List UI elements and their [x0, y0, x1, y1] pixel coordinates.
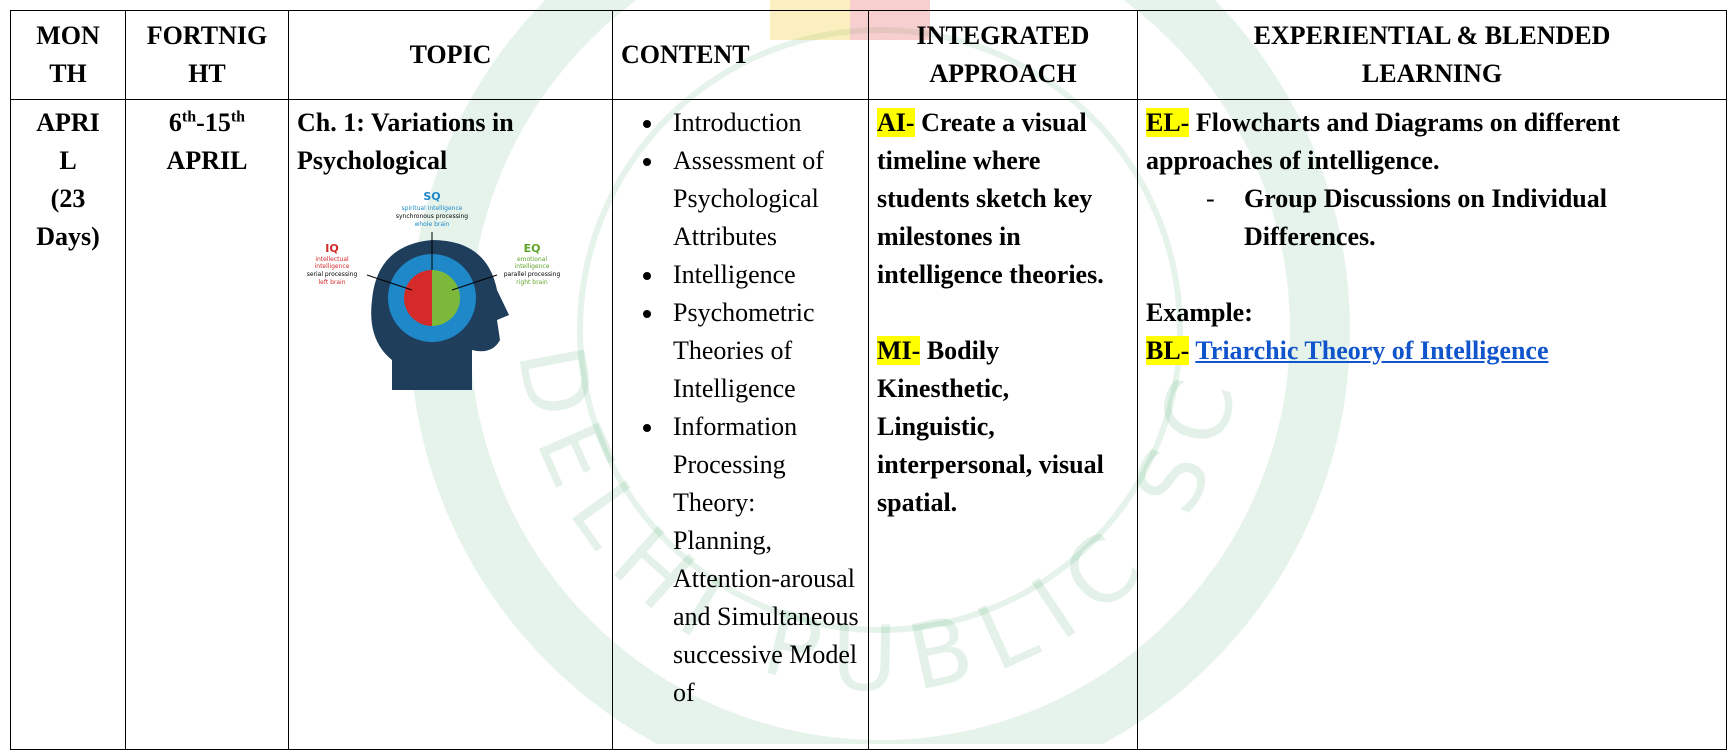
content-cell: IntroductionAssessment of Psychological …: [612, 99, 869, 750]
paragraph: EL- Flowcharts and Diagrams on different…: [1146, 104, 1718, 180]
topic-image: SQ spiritual intelligence synchronous pr…: [307, 190, 561, 390]
text: spiritual intelligence: [402, 205, 463, 212]
ai-tag: AI-: [877, 108, 915, 137]
el-tag: EL-: [1146, 108, 1190, 137]
text: emotional: [517, 256, 547, 263]
text: APRI: [36, 108, 100, 137]
paragraph: BL- Triarchic Theory of Intelligence: [1146, 332, 1718, 370]
example-label: Example:: [1146, 298, 1253, 327]
iq-half: [404, 270, 432, 326]
eq-half: [432, 270, 460, 326]
integrated-cell: AI- Create a visual timeline where stude…: [868, 99, 1138, 750]
text: serial processing: [307, 271, 358, 278]
text: Bodily Kinesthetic, Linguistic, interper…: [877, 336, 1104, 517]
text: intelligence: [515, 263, 550, 270]
header-content: CONTENT: [612, 10, 869, 100]
content-item: Information Processing Theory: Planning,…: [665, 408, 860, 712]
text: Flowcharts and Diagrams on different app…: [1146, 108, 1621, 175]
topic-title: Ch. 1: Variations in Psychological: [297, 108, 514, 175]
text: INTEGRATED: [916, 21, 1090, 50]
header-row: MON TH FORTNIG HT TOPIC CONTENT INTEGRATED…: [10, 10, 1727, 100]
experiential-cell: EL- Flowcharts and Diagrams on different…: [1137, 99, 1727, 750]
bl-tag: BL-: [1146, 336, 1190, 365]
text: TH: [49, 59, 87, 88]
text: Create a visual timeline where students …: [877, 108, 1104, 289]
text: LEARNING: [1361, 59, 1503, 88]
list-item: Group Discussions on Individual Differen…: [1236, 180, 1718, 256]
text: APPROACH: [929, 59, 1077, 88]
fortnight-cell: 6th-15th APRIL: [125, 99, 289, 750]
header-month: MON TH: [10, 10, 126, 100]
text: 6: [168, 108, 182, 137]
text: (23: [50, 184, 86, 213]
text: -15: [196, 108, 231, 137]
text: right brain: [516, 279, 548, 286]
month-cell: APRI L (23 Days): [10, 99, 126, 750]
iq-label: IQ: [325, 242, 338, 255]
text: th: [181, 108, 197, 126]
pointer: [451, 274, 498, 291]
content-item: Psychometric Theories of Intelligence: [665, 294, 860, 408]
paragraph: MI- Bodily Kinesthetic, Linguistic, inte…: [877, 332, 1129, 522]
body-row: APRI L (23 Days) 6th-15th APRIL Ch. 1: V…: [10, 99, 1727, 750]
content-item: Intelligence: [665, 256, 860, 294]
content-item: Assessment of Psychological Attributes: [665, 142, 860, 256]
link[interactable]: Triarchic Theory of Intelligence: [1195, 336, 1549, 365]
text: parallel processing: [504, 271, 561, 278]
header-experiential: EXPERIENTIAL & BLENDED LEARNING: [1137, 10, 1727, 100]
content-item: Introduction: [665, 104, 860, 142]
text: FORTNIG: [146, 21, 268, 50]
text: L: [59, 146, 77, 175]
plan-table: MON TH FORTNIG HT TOPIC CONTENT INTEGRATED…: [10, 10, 1727, 750]
mi-tag: MI-: [877, 336, 921, 365]
topic-cell: Ch. 1: Variations in Psychological SQ sp…: [288, 99, 613, 750]
sq-label: SQ: [423, 190, 440, 203]
header-integrated: INTEGRATED APPROACH: [868, 10, 1138, 100]
eq-label: EQ: [524, 242, 541, 255]
text: whole brain: [414, 221, 449, 228]
paragraph: AI- Create a visual timeline where stude…: [877, 104, 1129, 294]
text: MON: [36, 21, 100, 50]
text: th: [230, 108, 246, 126]
text: Days): [36, 222, 100, 251]
header-topic: TOPIC: [288, 10, 613, 100]
text: EXPERIENTIAL & BLENDED: [1253, 21, 1611, 50]
text: intellectual: [315, 256, 349, 263]
header-fortnight: FORTNIG HT: [125, 10, 289, 100]
date-range: 6th-15th: [134, 104, 280, 142]
text: APRIL: [166, 146, 248, 175]
content-list: IntroductionAssessment of Psychological …: [621, 104, 860, 712]
pointer: [366, 274, 413, 291]
dash-list: Group Discussions on Individual Differen…: [1146, 180, 1718, 256]
text: intelligence: [315, 263, 350, 270]
text: synchronous processing: [396, 213, 468, 220]
text: left brain: [318, 279, 345, 286]
text: HT: [188, 59, 226, 88]
